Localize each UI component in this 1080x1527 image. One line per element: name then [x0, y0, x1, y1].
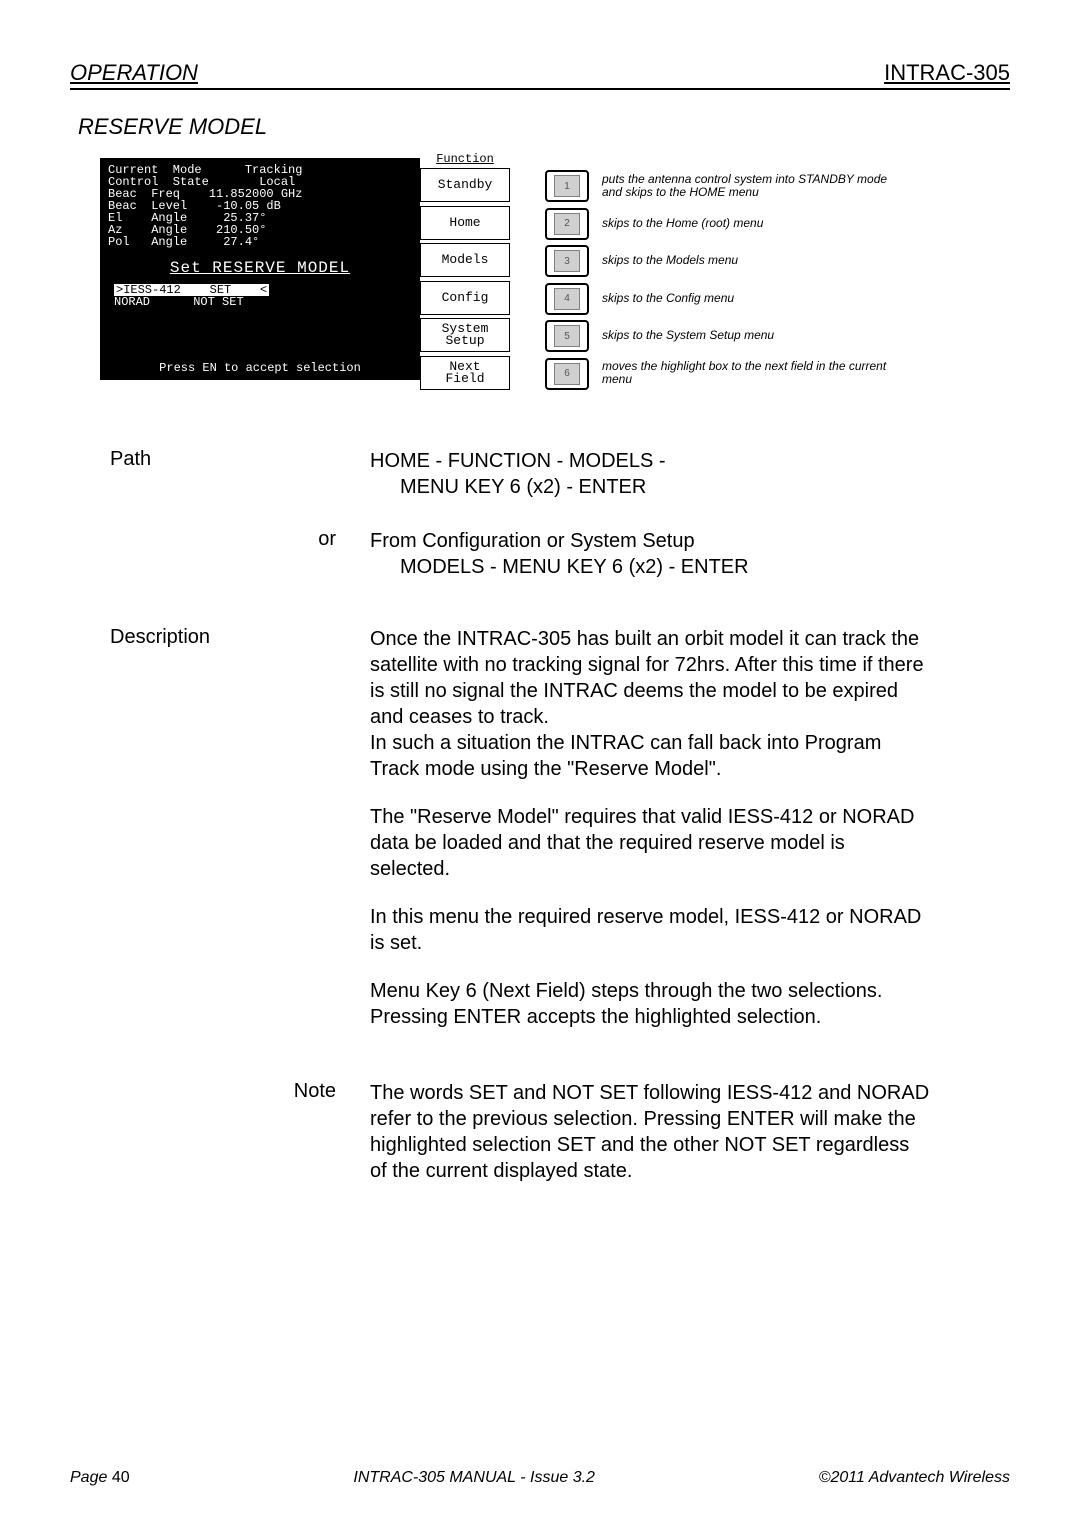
- key-desc: skips to the System Setup menu: [602, 317, 902, 355]
- terminal-heading: Set RESERVE MODEL: [108, 262, 412, 274]
- note-label: Note: [110, 1080, 370, 1184]
- key-descriptions: puts the antenna control system into STA…: [602, 167, 902, 392]
- description-label: Description: [110, 626, 370, 1052]
- path-line: HOME - FUNCTION - MODELS -: [370, 448, 930, 474]
- description-text: The "Reserve Model" requires that valid …: [370, 804, 930, 882]
- path-label: Path: [110, 448, 370, 500]
- function-menu: Function Standby Home Models Config Syst…: [420, 152, 510, 393]
- body-content: Path HOME - FUNCTION - MODELS - MENU KEY…: [110, 448, 1010, 1184]
- description-text: In such a situation the INTRAC can fall …: [370, 730, 930, 782]
- note-text: The words SET and NOT SET following IESS…: [370, 1080, 930, 1184]
- key-3[interactable]: 3: [545, 245, 589, 277]
- diagram: Current Mode Tracking Control State Loca…: [100, 158, 1010, 418]
- header-left: OPERATION: [70, 60, 198, 88]
- description-text: Menu Key 6 (Next Field) steps through th…: [370, 978, 930, 1030]
- menu-system-setup[interactable]: System Setup: [420, 318, 510, 352]
- menu-next-field[interactable]: Next Field: [420, 356, 510, 390]
- term-line: Pol Angle 27.4°: [108, 236, 412, 248]
- menu-standby[interactable]: Standby: [420, 168, 510, 202]
- key-2[interactable]: 2: [545, 208, 589, 240]
- key-desc: skips to the Config menu: [602, 280, 902, 318]
- key-5[interactable]: 5: [545, 320, 589, 352]
- section-title: RESERVE MODEL: [78, 114, 1010, 140]
- footer-right: ©2011 Advantech Wireless: [819, 1469, 1010, 1487]
- function-heading: Function: [420, 152, 510, 166]
- terminal-option: NORAD NOT SET: [114, 296, 244, 308]
- terminal-prompt: Press EN to accept selection: [100, 362, 420, 374]
- key-4[interactable]: 4: [545, 283, 589, 315]
- description-text: Once the INTRAC-305 has built an orbit m…: [370, 626, 930, 730]
- key-desc: skips to the Models menu: [602, 242, 902, 280]
- key-column: 1 2 3 4 5 6: [545, 170, 589, 395]
- description-text: In this menu the required reserve model,…: [370, 904, 930, 956]
- terminal-screen: Current Mode Tracking Control State Loca…: [100, 158, 420, 380]
- footer-page-label: Page: [70, 1469, 107, 1486]
- key-1[interactable]: 1: [545, 170, 589, 202]
- footer-page-number: 40: [112, 1469, 130, 1486]
- key-desc: puts the antenna control system into STA…: [602, 167, 902, 205]
- menu-config[interactable]: Config: [420, 281, 510, 315]
- or-label: or: [110, 528, 370, 580]
- footer-center: INTRAC-305 MANUAL - Issue 3.2: [353, 1469, 595, 1487]
- menu-models[interactable]: Models: [420, 243, 510, 277]
- or-line: MODELS - MENU KEY 6 (x2) - ENTER: [370, 554, 930, 580]
- footer: Page 40 INTRAC-305 MANUAL - Issue 3.2 ©2…: [70, 1469, 1010, 1487]
- key-desc: skips to the Home (root) menu: [602, 205, 902, 243]
- key-6[interactable]: 6: [545, 358, 589, 390]
- path-line: MENU KEY 6 (x2) - ENTER: [370, 474, 930, 500]
- menu-home[interactable]: Home: [420, 206, 510, 240]
- key-desc: moves the highlight box to the next fiel…: [602, 355, 902, 393]
- header-right: INTRAC-305: [884, 60, 1010, 88]
- or-line: From Configuration or System Setup: [370, 528, 930, 554]
